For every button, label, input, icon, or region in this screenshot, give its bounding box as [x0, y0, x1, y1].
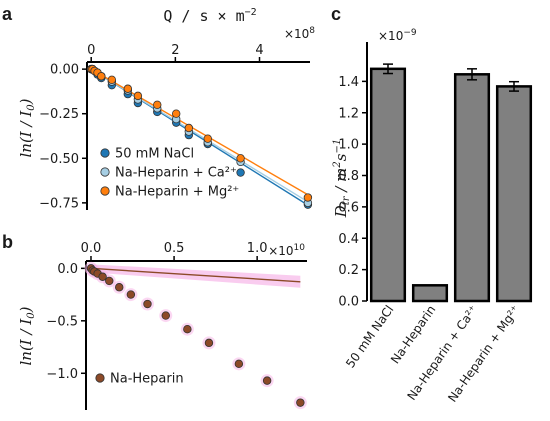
panel-b-x-tick-label: 0.5: [164, 241, 185, 256]
panel-b-letter: b: [2, 232, 13, 252]
panel-b-y-tick-label: 0.0: [57, 262, 78, 277]
panel-c-y-tick-label: 0.4: [338, 232, 359, 247]
panel-c-y-multiplier: ×10−9: [378, 28, 417, 43]
panel-a-y-tick-label: 0.00: [50, 63, 79, 78]
panel-c-bar: [369, 67, 407, 303]
panel-b-data-point: [98, 272, 107, 281]
panel-a-data-point: [203, 134, 212, 143]
panel-b-axes: 0.0 0.5 1.0 0.0 −0.5 −1.0: [46, 241, 307, 410]
panel-c-y-tick-label: 1.0: [338, 138, 359, 153]
panel-c-bar: [495, 85, 533, 303]
panel-a-data-point: [107, 75, 117, 85]
panel-a-letter: a: [2, 4, 13, 24]
panel-b-data-point: [183, 325, 192, 334]
panel-b-data-point: [204, 338, 214, 348]
panel-a-data-point: [171, 109, 181, 118]
panel-a-y-tick-label: −0.25: [39, 107, 79, 122]
panel-b-ylabel: ln(I / I0): [17, 306, 37, 365]
panel-b-legend-label: Na-Heparin: [110, 372, 184, 387]
panel-a-legend-marker: [100, 167, 110, 177]
panel-c-ylabel: Dtr / m2s−1: [332, 139, 352, 219]
panel-b-x-tick-label: 0.0: [81, 241, 102, 256]
panel-c-y-tick-label: 0.2: [338, 263, 359, 278]
panel-b-x-tick-label: 1.0: [247, 241, 268, 256]
panel-c-y-tick-label: 1.2: [338, 106, 359, 121]
panel-b-fit-line: [90, 267, 301, 283]
panel-b-data-point: [115, 283, 124, 292]
panel-b: b ×1010 ln(I / I0) 0.0 0.5 1.00.0−0.5−1.0 …: [2, 232, 307, 410]
panel-b-legend-marker: [95, 373, 105, 383]
panel-a-data-point: [97, 72, 106, 81]
panel-b-y-tick-label: −1.0: [46, 367, 78, 382]
panel-b-data-point: [234, 359, 244, 369]
panel-c-y-tick-label: 1.4: [338, 75, 359, 90]
panel-a-data-point: [133, 91, 143, 101]
panel-a-marks: [87, 64, 313, 209]
panel-b-y-tick-label: −0.5: [46, 314, 78, 329]
panel-c-bar: [411, 284, 449, 303]
panel-b-legend: Na-Heparin: [95, 372, 184, 387]
panel-a-data-point: [303, 193, 313, 202]
panel-a-data-point: [236, 168, 245, 177]
panel-b-fit-band: [90, 264, 301, 288]
panel-a-legend-label: Na-Heparin + Mg²⁺: [115, 185, 239, 200]
panel-c-category-label: Na-Heparin + Mg²⁺: [445, 303, 522, 405]
panel-b-data-point: [143, 299, 152, 309]
panel-c-bar: [453, 73, 491, 303]
panel-a-x-tick-label: 4: [255, 43, 263, 58]
panel-b-data-point: [296, 398, 305, 407]
panel-a-xlabel: Q / s × m−2: [163, 7, 256, 25]
panel-a-x-multiplier: ×108: [284, 26, 315, 41]
panel-a-data-point: [184, 123, 194, 133]
panel-a-legend-label: 50 mM NaCl: [115, 147, 194, 162]
panel-a: a Q / s × m−2 ×108 ln(I / I0) 0 2 4 0.00 −0.…: [2, 4, 315, 211]
panel-a-legend-marker: [100, 148, 110, 158]
panel-a-data-point: [153, 100, 162, 109]
panel-c-category-label: 50 mM NaCl: [343, 303, 396, 371]
panel-a-legend-marker: [100, 186, 110, 196]
panel-a-x-tick-label: 2: [171, 43, 179, 58]
panel-a-y-tick-label: −0.75: [39, 196, 79, 211]
panel-c-y-tick-label: 0.6: [338, 200, 359, 215]
panel-a-axes: 0 2 4 0.00 −0.25 −0.50 −0.75: [39, 43, 310, 211]
panel-c: c ×10−9 Dtr / m2s−1 0.0 0.2 0.4 0.6 0.8 1.0 1.…: [331, 4, 533, 405]
panel-c-y-tick-label: 0.8: [338, 169, 359, 184]
panel-b-data-point: [161, 311, 170, 320]
panel-b-data-point: [105, 276, 114, 286]
panel-a-x-tick-label: 0: [87, 43, 95, 58]
panel-b-data-point: [126, 290, 136, 299]
panel-c-y-tick-label: 0.0: [338, 295, 359, 310]
panel-a-ylabel: ln(I / I0): [17, 98, 37, 157]
panel-a-data-point: [236, 154, 245, 163]
panel-a-legend-label: Na-Heparin + Ca²⁺: [115, 166, 237, 181]
panel-a-legend: 50 mM NaCl Na-Heparin + Ca²⁺ Na-Heparin + …: [100, 147, 239, 200]
panel-b-marks: [84, 261, 307, 410]
panel-b-data-point: [262, 376, 272, 385]
panel-c-letter: c: [331, 4, 341, 24]
panel-a-y-tick-label: −0.50: [39, 152, 79, 167]
panel-a-data-point: [123, 84, 133, 93]
panel-c-axes: 0.0 0.2 0.4 0.6 0.8 1.0 1.2 1.4: [338, 42, 368, 310]
panel-b-x-multiplier: ×1010: [268, 243, 305, 258]
